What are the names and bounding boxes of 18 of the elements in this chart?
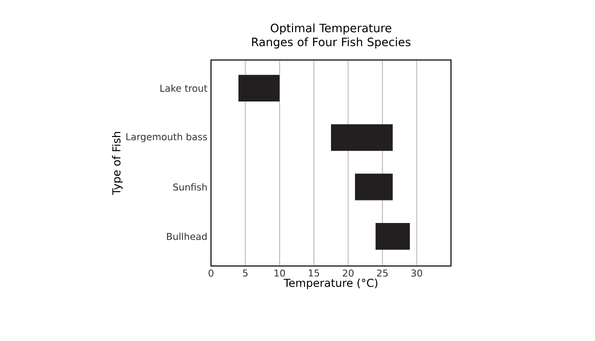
chart-title: Optimal Temperature Ranges of Four Fish Species — [252, 23, 410, 48]
y-tick-label: Lake trout — [160, 84, 208, 92]
x-tick-label: 10 — [274, 270, 285, 277]
x-tick-label: 20 — [342, 270, 354, 277]
x-tick-label: 30 — [411, 270, 422, 277]
x-tick-label: 0 — [208, 270, 214, 277]
x-tick-label: 15 — [308, 270, 320, 277]
x-tick-label: 25 — [377, 270, 388, 277]
y-axis-title: Type of Fish — [112, 132, 123, 195]
bar — [355, 174, 393, 200]
x-tick-label: 5 — [243, 270, 248, 277]
bar — [238, 74, 280, 102]
y-tick-label: Bullhead — [167, 232, 207, 240]
y-tick-label: Largemouth bass — [126, 132, 208, 142]
x-axis-title: Temperature (°C) — [284, 278, 378, 290]
bar — [331, 124, 393, 151]
y-tick-label: Sunfish — [173, 183, 207, 191]
bar — [376, 223, 410, 250]
